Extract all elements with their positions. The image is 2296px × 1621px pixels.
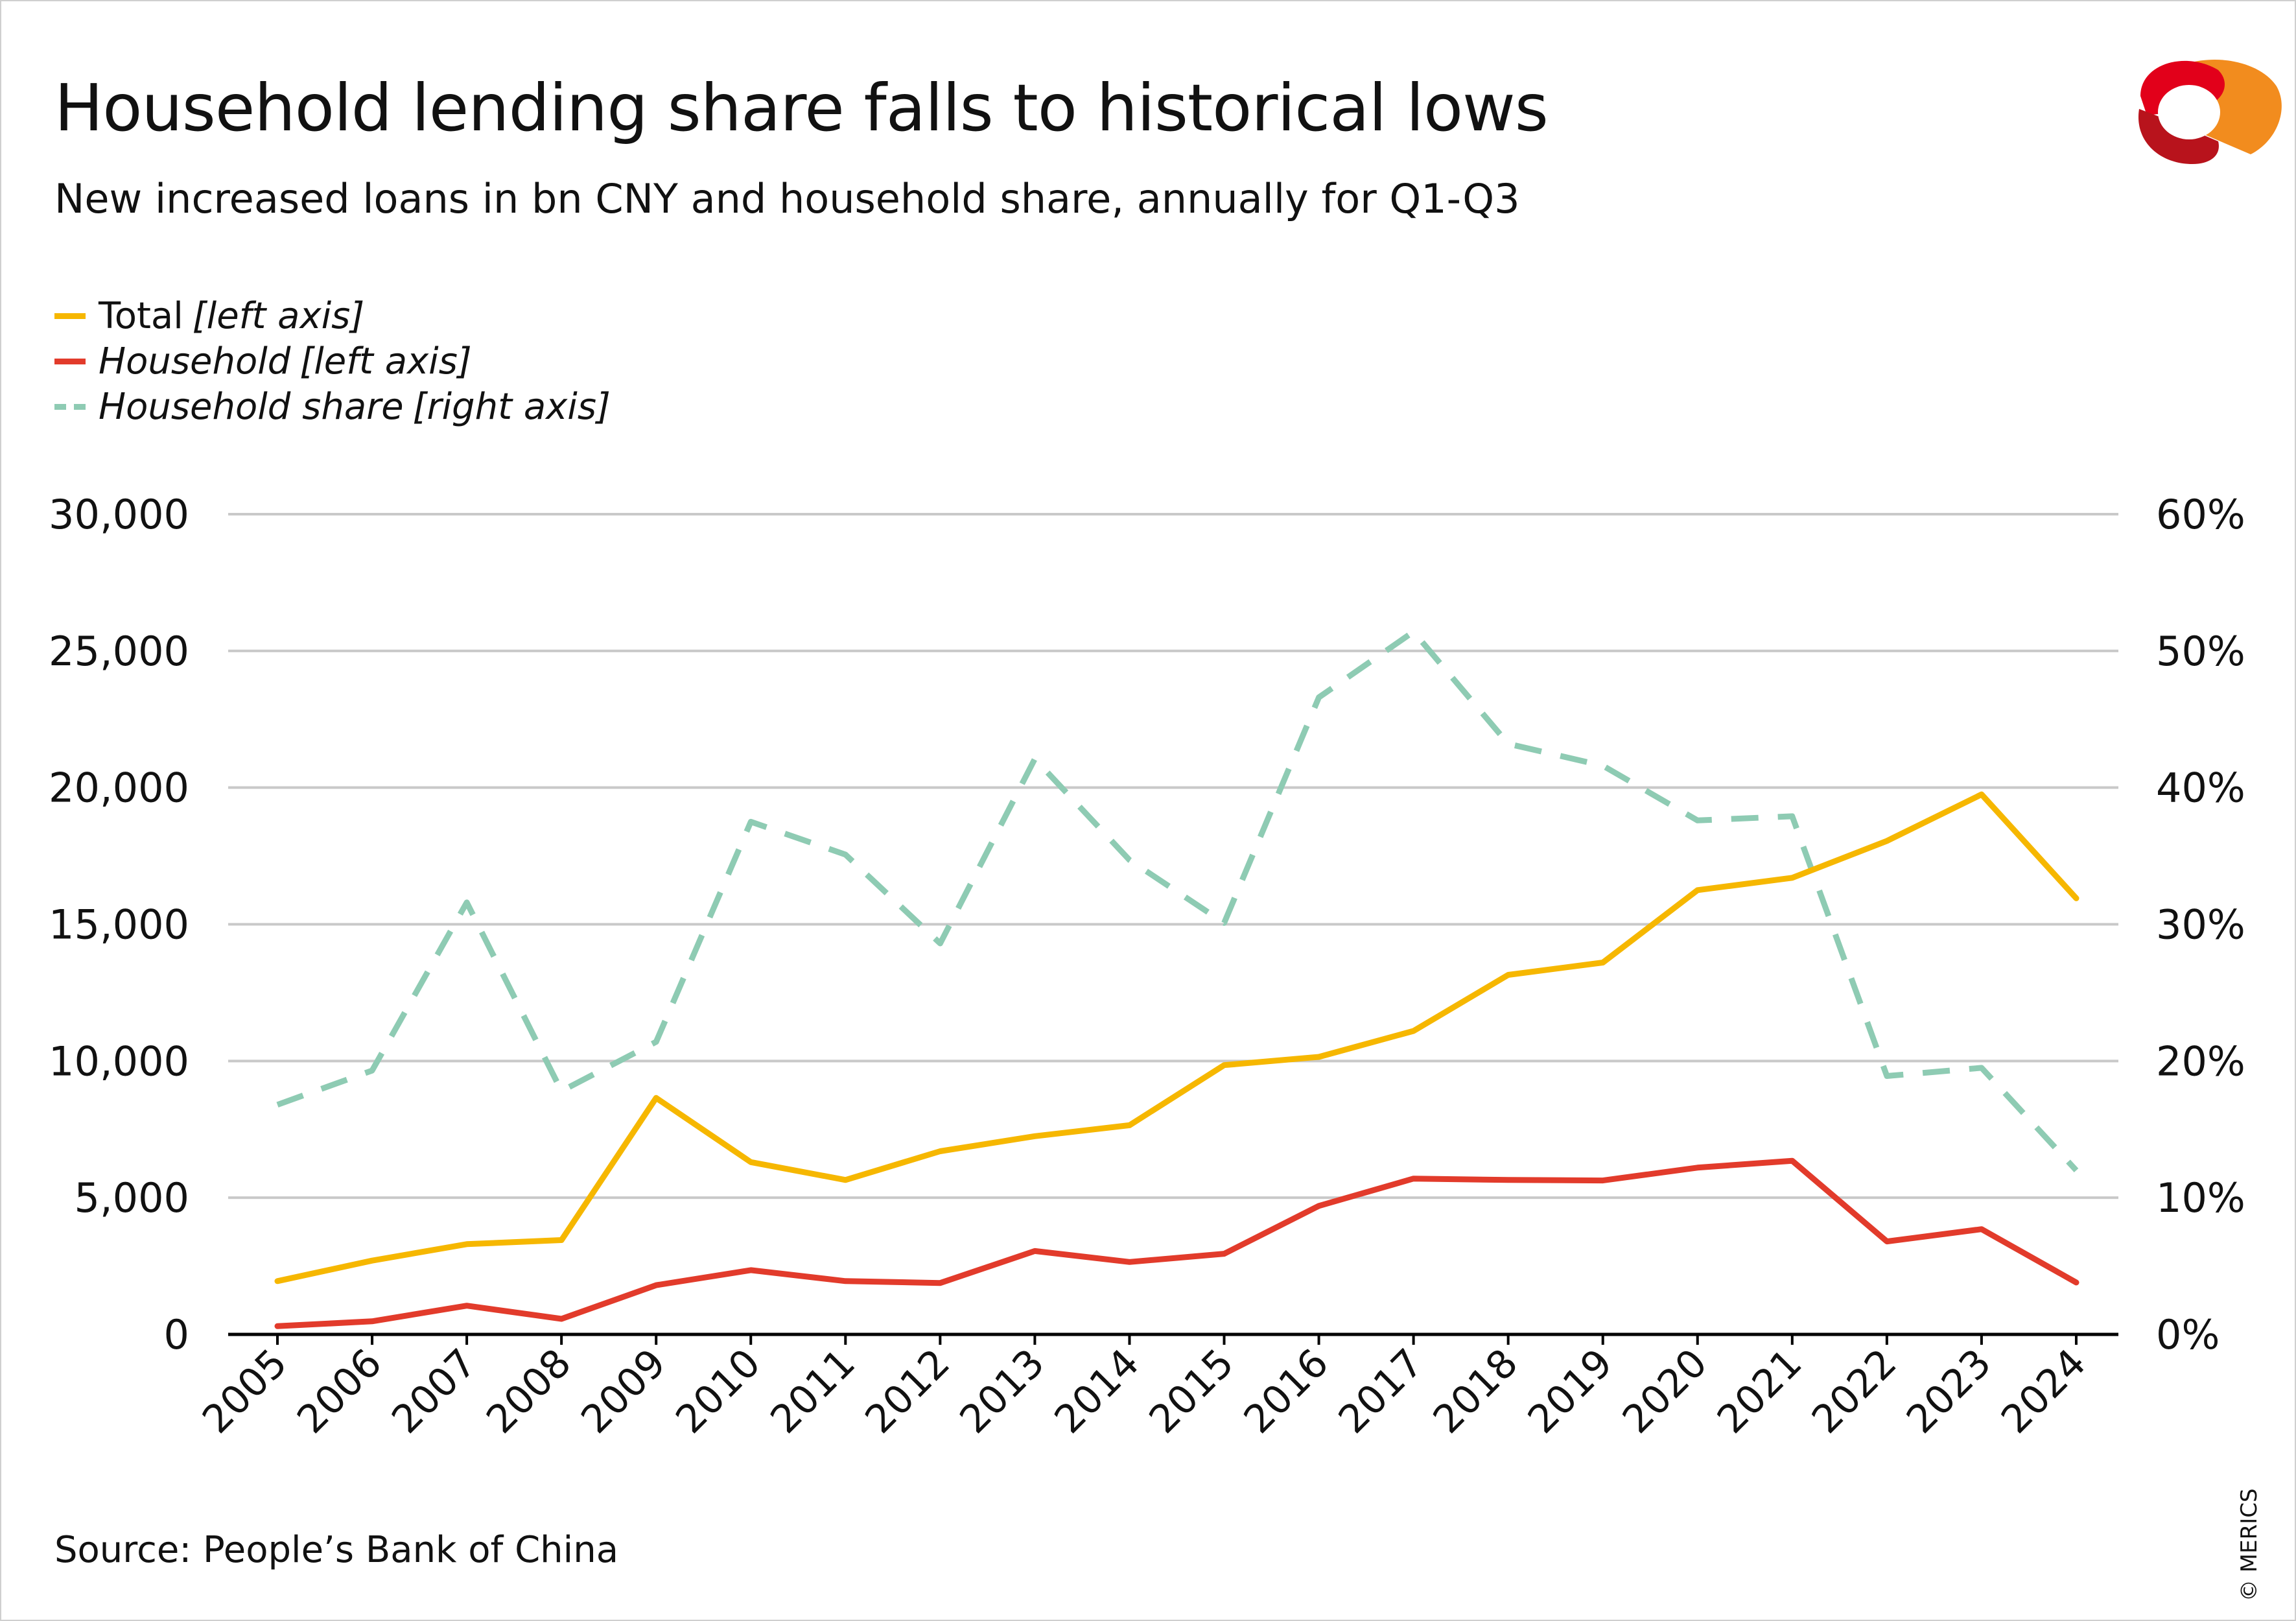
x-axis-tick-label: 2022 [1803,1340,1905,1442]
x-axis-tick-label: 2008 [478,1340,580,1442]
right-axis-tick-label: 20% [2156,1037,2245,1085]
legend-swatch-total [54,313,86,319]
x-axis-tick-label: 2017 [1330,1340,1432,1442]
x-axis-tick-label: 2023 [1898,1340,2000,1442]
series-line-household-share [276,628,2079,1173]
right-axis-tick-label: 50% [2156,628,2245,675]
x-axis-tick-label: 2015 [1141,1340,1243,1442]
x-axis-tick-label: 2010 [667,1340,769,1442]
legend-label-household-share: Household share [99,385,404,428]
series-line-household [274,1157,2079,1329]
legend-label-total: Total [99,294,183,337]
right-axis-tick-label: 0% [2156,1311,2220,1358]
x-axis-tick-label: 2021 [1709,1340,1810,1442]
left-axis-tick-label: 5,000 [75,1174,190,1222]
left-axis-tick-label: 15,000 [49,901,189,949]
copyright-note: © MERICS [2236,1488,2262,1602]
x-axis-tick-label: 2024 [1993,1340,2094,1442]
chart-title: Household lending share falls to histori… [54,70,1549,146]
x-axis-tick-label: 2006 [288,1340,390,1442]
x-axis-tick-label: 2007 [383,1340,485,1442]
legend-swatch-household [54,358,86,364]
left-axis-tick-label: 0 [164,1311,189,1358]
legend-axis-household-share: [right axis] [412,385,611,428]
x-axis-tick-label: 2018 [1425,1340,1527,1442]
legend-swatch-household-share [54,403,86,410]
right-axis-tick-label: 40% [2156,764,2245,812]
x-axis-tick-label: 2013 [952,1340,1053,1442]
legend-item-household-share: Household share [right axis] [54,384,611,429]
right-axis-tick-label: 10% [2156,1174,2245,1222]
legend-item-household: Household [left axis] [54,338,472,384]
x-axis-tick-label: 2012 [856,1340,958,1442]
legend-item-total: Total [left axis] [54,293,364,338]
right-axis-tick-label: 60% [2156,491,2245,538]
left-axis-tick-label: 10,000 [49,1037,189,1085]
x-axis-tick-label: 2016 [1236,1340,1337,1442]
source-note: Source: People’s Bank of China [54,1529,619,1571]
chart-subtitle: New increased loans in bn CNY and househ… [54,175,1520,222]
left-axis-tick-label: 30,000 [49,491,189,538]
merics-logo-icon [2138,59,2282,164]
legend-axis-household: [left axis] [299,340,472,383]
x-axis-tick-label: 2020 [1614,1340,1716,1442]
left-axis-tick-label: 20,000 [49,764,189,812]
left-axis-tick-label: 25,000 [49,628,189,675]
legend-axis-total: [left axis] [192,294,365,337]
x-axis-tick-label: 2019 [1519,1340,1621,1442]
x-axis-tick-label: 2005 [194,1340,296,1442]
right-axis-tick-label: 30% [2156,901,2245,949]
x-axis-tick-label: 2014 [1046,1340,1148,1442]
x-axis-tick-label: 2011 [762,1340,863,1442]
series-line-total [274,791,2079,1284]
legend-label-household: Household [99,340,291,383]
x-axis-tick-label: 2009 [572,1340,674,1442]
